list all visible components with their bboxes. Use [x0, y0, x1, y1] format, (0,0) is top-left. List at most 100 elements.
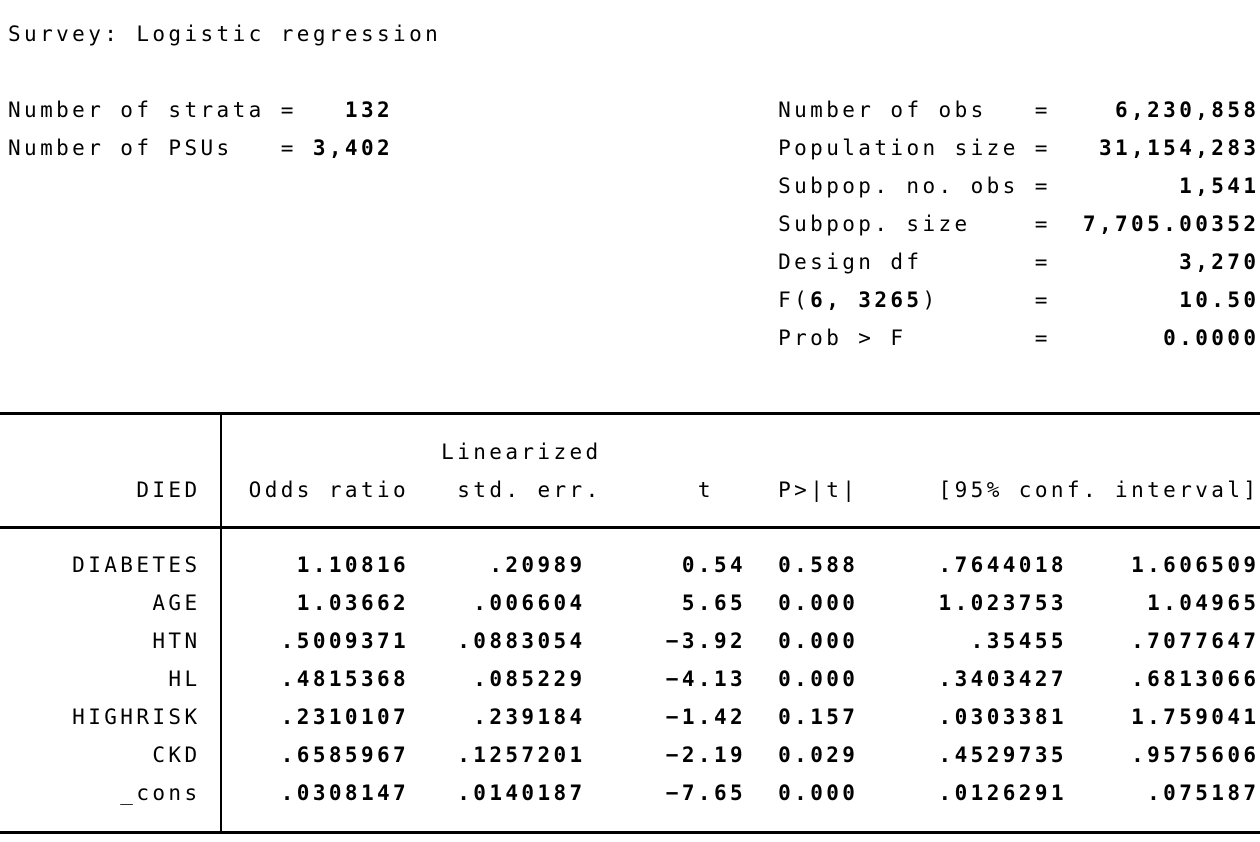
cell-odds-ratio: .4815368: [232, 667, 410, 691]
spacer: [201, 553, 233, 577]
table-header-row-linearized: Linearized: [0, 433, 1260, 471]
cell-ci-low: 1.023753: [858, 591, 1067, 615]
cell-ci-high: .075187: [1066, 781, 1260, 805]
stat-label-right: Design df: [778, 250, 1035, 274]
equals-sign: =: [280, 98, 297, 122]
cell-t: −2.19: [585, 743, 747, 767]
stat-label-right: Subpop. size: [778, 212, 1035, 236]
spacer: [201, 667, 233, 691]
spacer: [8, 326, 778, 350]
col-header-p: P>|t|: [713, 478, 859, 502]
cell-p: 0.000: [746, 781, 859, 805]
col-header-t: t: [601, 478, 714, 502]
cell-std-err: .006604: [409, 591, 586, 615]
spacer: [201, 705, 233, 729]
row-var-label: _cons: [8, 781, 201, 805]
spacer: [8, 174, 778, 198]
cell-p: 0.000: [746, 591, 859, 615]
row-var-label: HTN: [8, 629, 201, 653]
cell-odds-ratio: .0308147: [232, 781, 410, 805]
cell-p: 0.588: [746, 553, 859, 577]
stat-value-left: 3,402: [296, 136, 394, 160]
col-header-ci: [95% conf. interval]: [858, 478, 1260, 502]
stats-line: Number of PSUs = 3,402 Population size =…: [8, 129, 1259, 167]
stat-label-right: Number of obs: [778, 98, 1035, 122]
stat-label-right: ): [922, 288, 1035, 312]
spacer: [8, 288, 778, 312]
stats-line: Design df = 3,270: [8, 243, 1259, 281]
col-header-odds-ratio: Odds ratio: [232, 478, 410, 502]
stats-line: F(6, 3265) = 10.50: [8, 281, 1259, 319]
table-body: DIABETES 1.10816 .20989 0.54 0.588 .7644…: [0, 546, 1260, 812]
table-divider-line: [220, 415, 222, 831]
cell-ci-low: .3403427: [858, 667, 1067, 691]
cell-p: 0.029: [746, 743, 859, 767]
row-var-label: AGE: [8, 591, 201, 615]
stat-value-right: 10.50: [1050, 288, 1260, 312]
summary-stats: Number of strata = 132 Number of obs = 6…: [8, 91, 1259, 357]
stat-label-right: Population size: [778, 136, 1035, 160]
equals-sign: =: [1034, 174, 1051, 198]
spacer: [201, 629, 233, 653]
header-separator-line: [0, 526, 1260, 529]
cell-t: −7.65: [585, 781, 747, 805]
equals-sign: =: [1034, 250, 1051, 274]
spacer: [393, 98, 778, 122]
stat-value-right: 3,270: [1050, 250, 1260, 274]
table-header-row: DIED Odds ratio std. err. t P>|t| [95% c…: [0, 471, 1260, 509]
stats-line: Subpop. no. obs = 1,541: [8, 167, 1259, 205]
cell-std-err: .085229: [409, 667, 586, 691]
col-header-linearized: Linearized: [232, 440, 602, 464]
cell-t: −3.92: [585, 629, 747, 653]
stats-line: Prob > F = 0.0000: [8, 319, 1259, 357]
cell-t: −1.42: [585, 705, 747, 729]
cell-odds-ratio: .2310107: [232, 705, 410, 729]
stat-value-right: 0.0000: [1050, 326, 1260, 350]
cell-ci-high: 1.606509: [1066, 553, 1260, 577]
stat-value-left: 132: [296, 98, 394, 122]
cell-ci-low: .35455: [858, 629, 1067, 653]
cell-odds-ratio: .6585967: [232, 743, 410, 767]
cell-std-err: .20989: [409, 553, 586, 577]
table-header: Linearized DIED Odds ratio std. err. t P…: [0, 433, 1260, 509]
cell-p: 0.000: [746, 667, 859, 691]
table-row: HL .4815368 .085229 −4.13 0.000 .3403427…: [0, 660, 1260, 698]
row-var-label: HL: [8, 667, 201, 691]
cell-ci-low: .0126291: [858, 781, 1067, 805]
table-row: DIABETES 1.10816 .20989 0.54 0.588 .7644…: [0, 546, 1260, 584]
output-header-block: Survey: Logistic regression Number of st…: [8, 15, 1259, 357]
spacer: [201, 781, 233, 805]
equals-sign: =: [1034, 136, 1051, 160]
output-title: Survey: Logistic regression: [8, 22, 442, 46]
cell-std-err: .0883054: [409, 629, 586, 653]
cell-odds-ratio: 1.10816: [232, 553, 410, 577]
cell-ci-high: 1.04965: [1066, 591, 1260, 615]
table-row: HTN .5009371 .0883054 −3.92 0.000 .35455…: [0, 622, 1260, 660]
cell-ci-low: .7644018: [858, 553, 1067, 577]
equals-sign: =: [1034, 98, 1051, 122]
spacer: [8, 212, 778, 236]
cell-ci-low: .4529735: [858, 743, 1067, 767]
spacer: [201, 478, 233, 502]
stat-label-right-df: 6, 3265: [810, 288, 923, 312]
stat-value-right: 7,705.00352: [1050, 212, 1260, 236]
spacer: [201, 743, 233, 767]
depvar-label: DIED: [8, 478, 201, 502]
row-var-label: DIABETES: [8, 553, 201, 577]
table-row: CKD .6585967 .1257201 −2.19 0.029 .45297…: [0, 736, 1260, 774]
cell-ci-high: .9575606: [1066, 743, 1260, 767]
spacer: [8, 440, 233, 464]
cell-std-err: .1257201: [409, 743, 586, 767]
col-header-std-err: std. err.: [409, 478, 602, 502]
cell-ci-low: .0303381: [858, 705, 1067, 729]
row-var-label: HIGHRISK: [8, 705, 201, 729]
cell-std-err: .0140187: [409, 781, 586, 805]
coefficient-table: Linearized DIED Odds ratio std. err. t P…: [0, 412, 1260, 834]
stat-label-left: Number of PSUs: [8, 136, 281, 160]
row-var-label: CKD: [8, 743, 201, 767]
equals-sign: =: [1034, 212, 1051, 236]
stat-value-right: 1,541: [1050, 174, 1260, 198]
table-row: HIGHRISK .2310107 .239184 −1.42 0.157 .0…: [0, 698, 1260, 736]
table-row: _cons .0308147 .0140187 −7.65 0.000 .012…: [0, 774, 1260, 812]
